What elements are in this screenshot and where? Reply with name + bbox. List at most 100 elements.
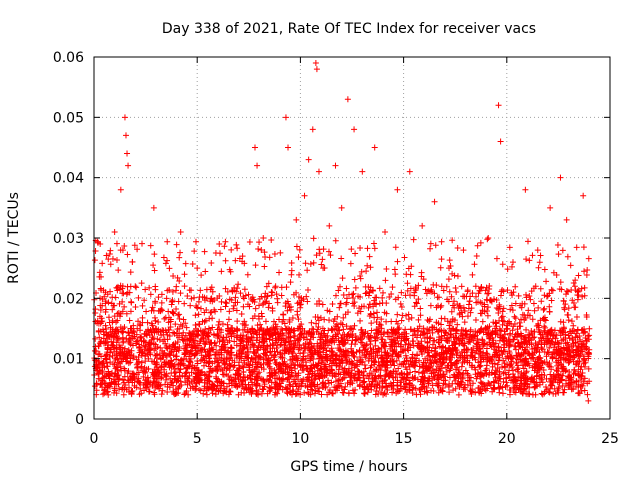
data-point <box>234 299 241 306</box>
data-point <box>407 285 414 292</box>
data-point <box>222 285 229 292</box>
data-point <box>497 292 504 299</box>
data-point <box>546 344 553 351</box>
data-point <box>113 390 120 397</box>
data-point <box>340 375 347 382</box>
data-point <box>541 314 548 321</box>
data-point <box>156 381 163 388</box>
data-point <box>316 297 323 304</box>
data-point <box>201 248 208 255</box>
data-point <box>345 389 352 396</box>
data-point <box>394 311 401 318</box>
data-point <box>132 303 139 310</box>
data-point <box>349 337 356 344</box>
data-point <box>542 317 549 324</box>
data-point <box>209 315 216 322</box>
data-point <box>398 304 405 311</box>
data-point <box>274 386 281 393</box>
data-point <box>295 254 302 261</box>
data-point <box>379 294 386 301</box>
data-point <box>126 289 133 296</box>
data-point <box>460 304 467 311</box>
data-point <box>345 309 352 316</box>
data-point <box>304 286 311 293</box>
data-point <box>174 338 181 345</box>
y-tick-label: 0.05 <box>53 110 84 126</box>
data-point <box>480 356 487 363</box>
data-point <box>568 385 575 392</box>
data-point <box>209 298 216 305</box>
data-point <box>176 254 183 261</box>
data-point <box>453 328 460 335</box>
data-point <box>416 323 423 330</box>
data-point <box>235 391 242 398</box>
data-point <box>474 341 481 348</box>
data-point <box>377 367 384 374</box>
data-point <box>223 383 230 390</box>
data-point <box>310 361 317 368</box>
data-point <box>325 380 332 387</box>
data-point <box>433 282 440 289</box>
data-point <box>207 309 214 316</box>
data-point <box>546 389 553 396</box>
data-point <box>335 324 342 331</box>
data-point <box>413 299 420 306</box>
data-point <box>349 350 356 357</box>
data-point <box>257 361 264 368</box>
data-point <box>446 288 453 295</box>
data-point <box>526 332 533 339</box>
data-point <box>467 326 474 333</box>
data-point <box>151 267 158 274</box>
data-point <box>426 352 433 359</box>
data-point <box>500 348 507 355</box>
data-point <box>260 366 267 373</box>
data-point <box>166 287 173 294</box>
data-point <box>529 316 536 323</box>
data-point <box>573 313 580 320</box>
data-point <box>261 351 268 358</box>
data-point <box>92 335 99 342</box>
data-point <box>137 385 144 392</box>
data-point <box>375 345 382 352</box>
data-point <box>311 390 318 397</box>
data-point <box>581 326 588 333</box>
data-point <box>511 343 518 350</box>
data-point <box>411 328 418 335</box>
data-point <box>161 366 168 373</box>
data-point <box>240 303 247 310</box>
data-point <box>147 242 154 249</box>
data-point <box>466 377 473 384</box>
data-point <box>223 371 230 378</box>
data-point <box>573 244 580 251</box>
data-point <box>288 259 295 266</box>
data-point <box>507 306 514 313</box>
data-point <box>547 371 554 378</box>
data-point <box>135 318 142 325</box>
data-point <box>113 256 120 263</box>
data-point <box>394 258 401 265</box>
data-point <box>287 364 294 371</box>
data-point <box>398 289 405 296</box>
data-point <box>461 340 468 347</box>
data-point <box>364 262 371 269</box>
data-point <box>378 325 385 332</box>
data-point <box>394 377 401 384</box>
data-point <box>405 316 412 323</box>
grid-lines <box>94 57 610 419</box>
data-point <box>299 363 306 370</box>
data-point <box>499 390 506 397</box>
data-point <box>182 320 189 327</box>
data-point <box>427 245 434 252</box>
data-point <box>166 384 173 391</box>
data-point <box>367 264 374 271</box>
data-point <box>515 356 522 363</box>
data-point <box>342 383 349 390</box>
data-point <box>438 238 445 245</box>
data-point <box>454 244 461 251</box>
data-point <box>206 352 213 359</box>
data-point <box>428 370 435 377</box>
data-point <box>215 321 222 328</box>
data-point <box>319 301 326 308</box>
data-point <box>372 353 379 360</box>
data-point <box>153 378 160 385</box>
